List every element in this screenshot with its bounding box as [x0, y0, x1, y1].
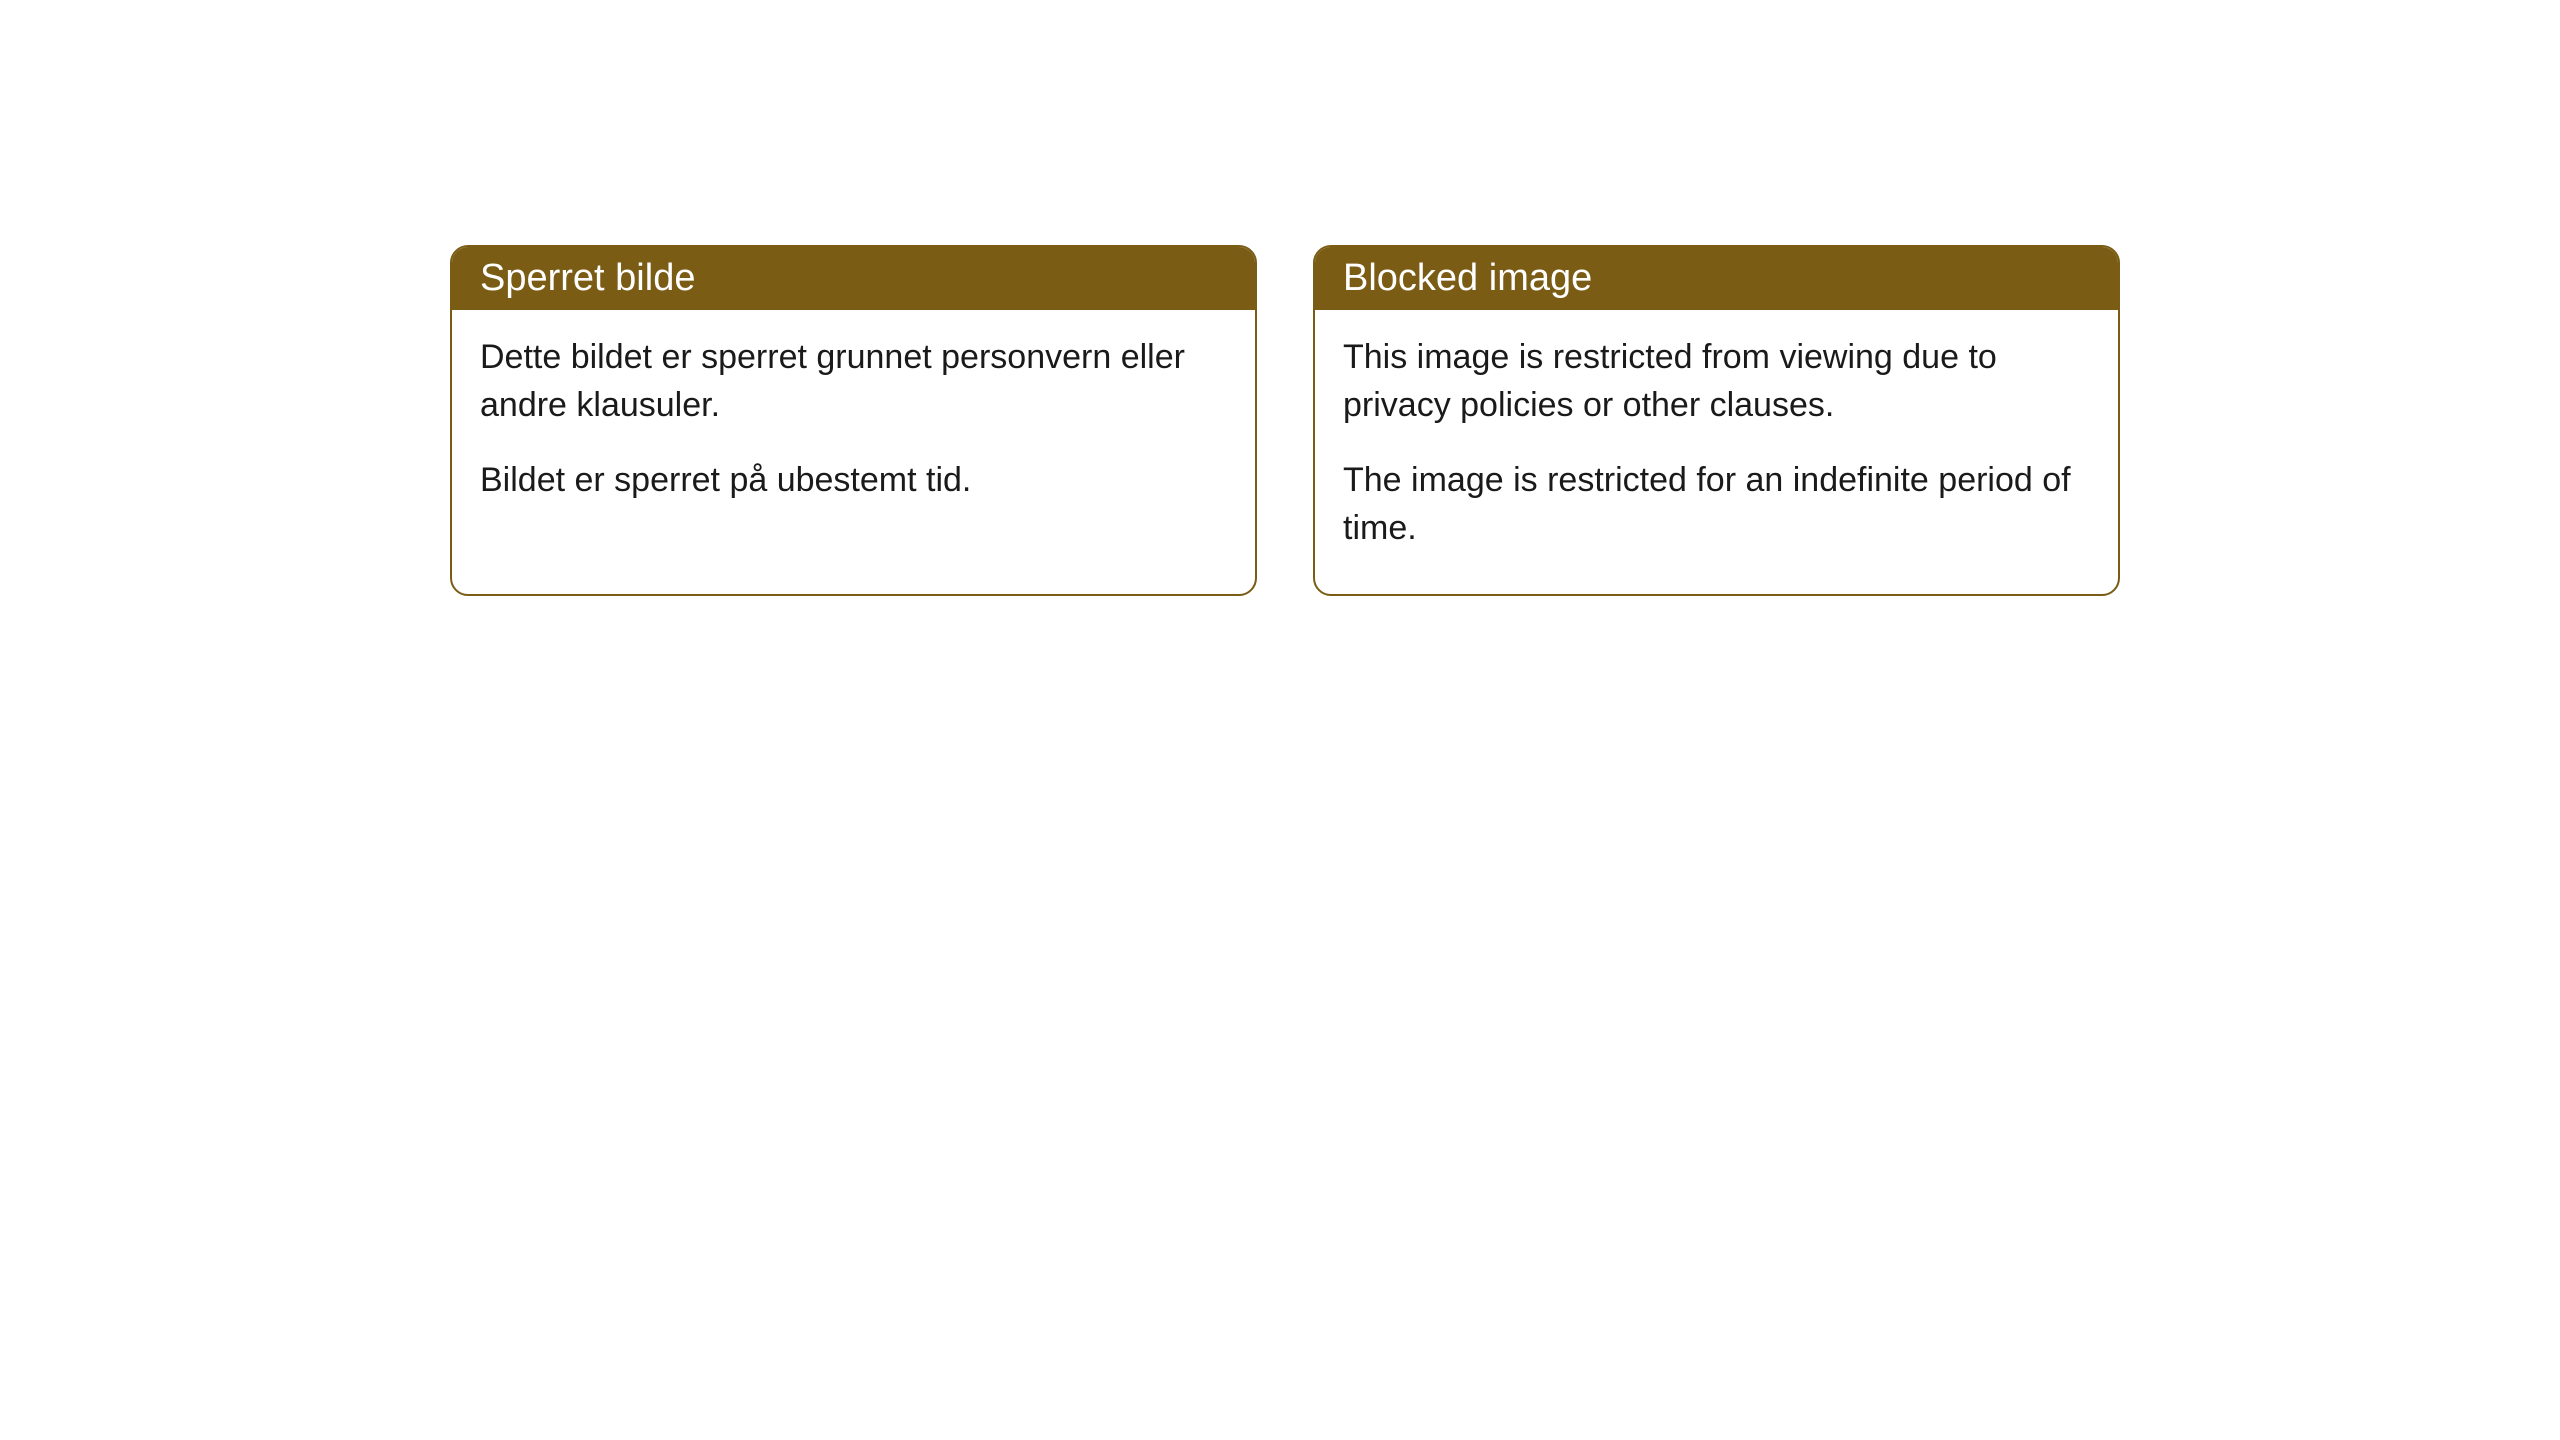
card-title-en: Blocked image [1343, 257, 1592, 299]
card-paragraph1-no: Dette bildet er sperret grunnet personve… [480, 334, 1227, 429]
card-title-no: Sperret bilde [480, 257, 695, 299]
blocked-image-card-no: Sperret bilde Dette bildet er sperret gr… [450, 245, 1257, 596]
card-body-no: Dette bildet er sperret grunnet personve… [452, 310, 1255, 547]
card-body-en: This image is restricted from viewing du… [1315, 310, 2118, 594]
card-paragraph1-en: This image is restricted from viewing du… [1343, 334, 2090, 429]
card-paragraph2-en: The image is restricted for an indefinit… [1343, 457, 2090, 552]
card-header-en: Blocked image [1315, 247, 2118, 310]
blocked-image-card-en: Blocked image This image is restricted f… [1313, 245, 2120, 596]
cards-container: Sperret bilde Dette bildet er sperret gr… [450, 245, 2560, 596]
card-paragraph2-no: Bildet er sperret på ubestemt tid. [480, 457, 1227, 505]
card-header-no: Sperret bilde [452, 247, 1255, 310]
